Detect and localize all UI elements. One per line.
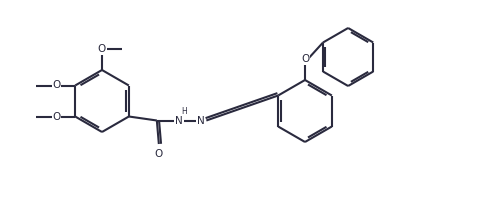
Text: N: N xyxy=(197,116,205,125)
Text: O: O xyxy=(98,44,106,55)
Text: O: O xyxy=(155,149,163,159)
Text: N: N xyxy=(175,116,183,125)
Text: H: H xyxy=(181,107,187,116)
Text: O: O xyxy=(52,111,60,122)
Text: O: O xyxy=(52,81,60,90)
Text: O: O xyxy=(301,55,309,64)
